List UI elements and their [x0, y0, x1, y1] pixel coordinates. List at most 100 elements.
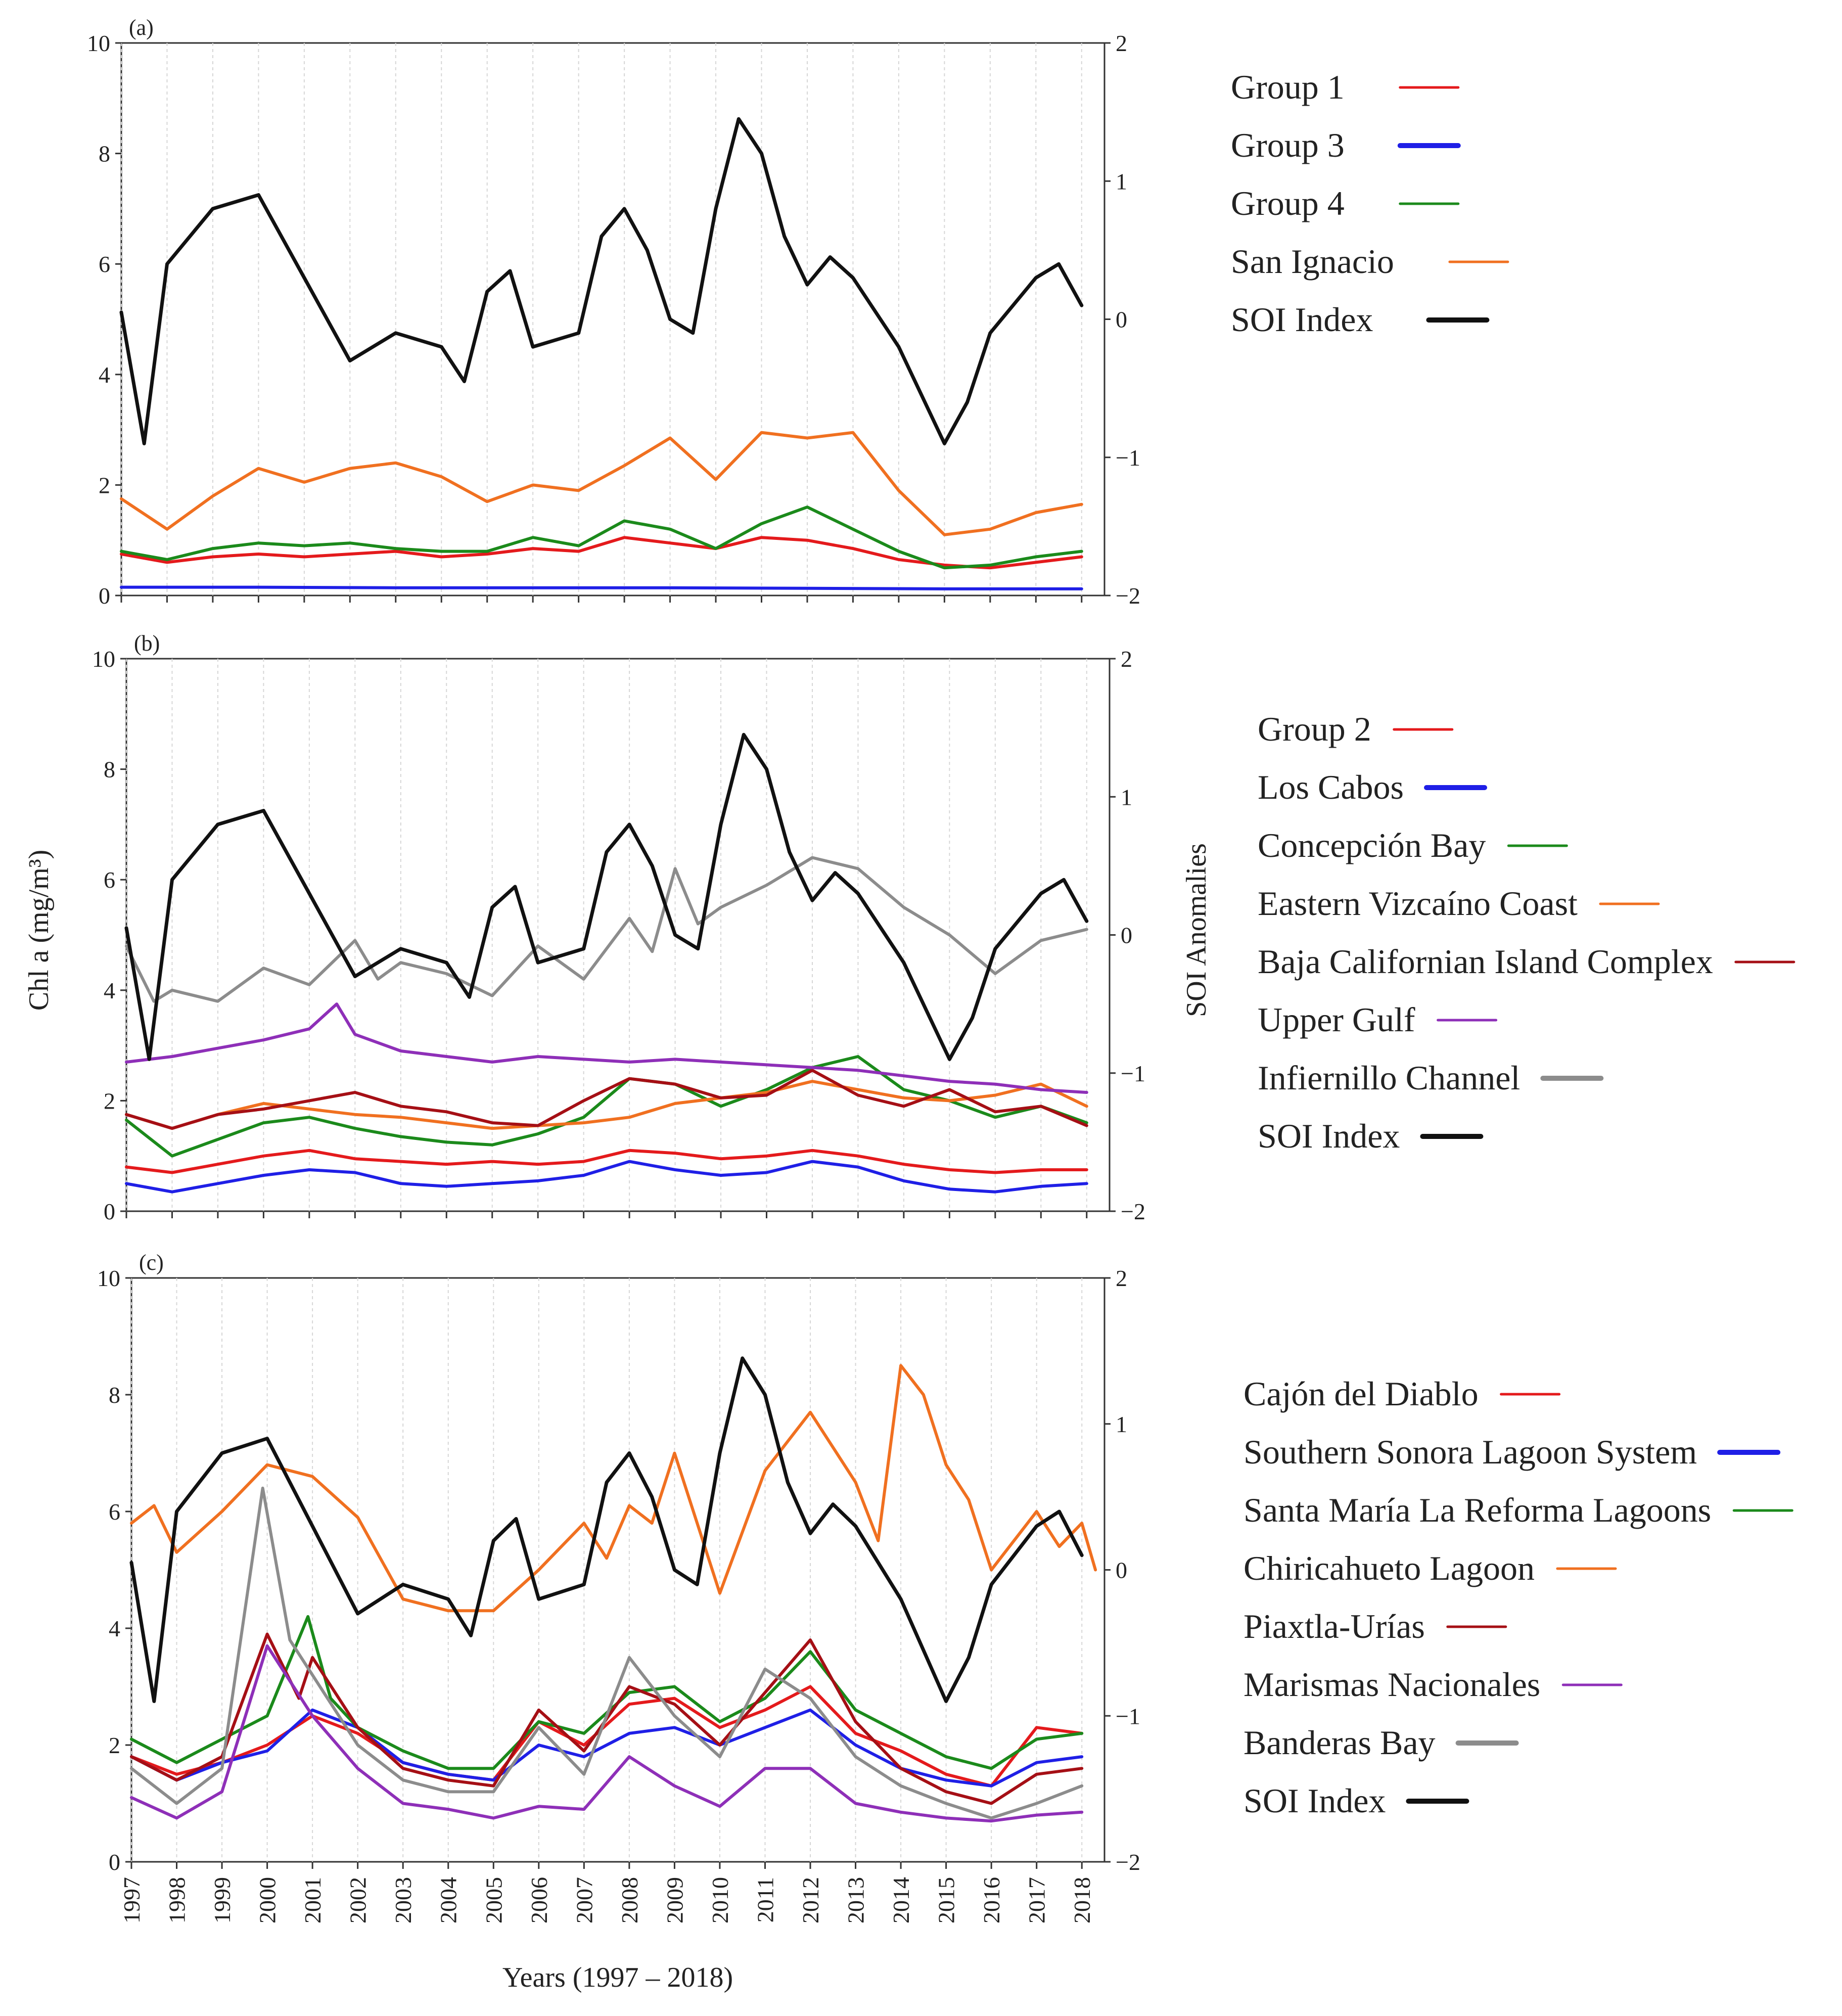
x-tick-label: 2011 — [752, 1877, 778, 1922]
panel-b: 0 2 4 6 8 10 −2 −1 0 1 2 (b) Group 2 Los Cabos Concepc… — [92, 631, 1795, 1224]
x-tick-label: 2017 — [1024, 1877, 1050, 1923]
panel-label: (b) — [134, 631, 160, 656]
right-tick-label: 1 — [1116, 168, 1127, 194]
legend-label-group-4: Group 4 — [1231, 184, 1345, 222]
legend-label-los-cabos: Los Cabos — [1258, 768, 1404, 806]
x-tick-label: 2001 — [300, 1877, 326, 1923]
x-tick-label: 1999 — [209, 1877, 235, 1923]
left-tick-label: 2 — [104, 1088, 115, 1114]
legend-label-soi-index: SOI Index — [1231, 300, 1373, 339]
left-tick-label: 10 — [92, 646, 115, 672]
legend-label-upper-gulf: Upper Gulf — [1258, 1000, 1415, 1039]
left-tick-label: 2 — [99, 472, 110, 498]
series-line-upper-gulf — [125, 1002, 1088, 1094]
left-tick-label: 0 — [104, 1199, 115, 1224]
panel-c: 0 2 4 6 8 10 −2 −1 0 1 2 (c) Cajón del Diablo Souther… — [97, 1250, 1793, 1923]
legend: Group 2 Los Cabos Concepción Bay Eastern Vi… — [1258, 710, 1795, 1155]
left-tick-label: 6 — [99, 251, 110, 277]
left-tick-label: 6 — [109, 1499, 120, 1525]
right-tick-label: −2 — [1121, 1199, 1145, 1224]
right-tick-label: −1 — [1121, 1061, 1145, 1086]
legend-label-infiernillo-channel: Infiernillo Channel — [1258, 1059, 1520, 1097]
left-tick-label: 8 — [104, 757, 115, 783]
x-tick-label: 2010 — [707, 1877, 733, 1923]
right-tick-label: −1 — [1116, 1703, 1140, 1729]
x-tick-label: 2008 — [617, 1877, 642, 1923]
x-tick-label: 2015 — [934, 1877, 959, 1923]
x-tick-label: 2003 — [390, 1877, 416, 1923]
right-tick-label: 2 — [1116, 30, 1127, 56]
left-tick-label: 10 — [87, 30, 110, 56]
legend-label-southern-sonora-lagoon-system: Southern Sonora Lagoon System — [1244, 1433, 1697, 1471]
series-line-group-4 — [120, 506, 1083, 570]
legend-label-baja-californian-island-complex: Baja Californian Island Complex — [1258, 942, 1713, 981]
series-line-group-1 — [120, 536, 1083, 570]
series-line-banderas-bay — [130, 1486, 1084, 1820]
legend: Group 1 Group 3 Group 4 San Ignacio SOI Inde… — [1231, 68, 1509, 339]
panel-label: (c) — [139, 1250, 164, 1275]
y-axis-title-left: Chl a (mg/m³) — [23, 850, 55, 1011]
legend-label-group-2: Group 2 — [1258, 710, 1371, 748]
x-tick-label: 2007 — [571, 1877, 597, 1923]
right-tick-label: 2 — [1121, 646, 1132, 672]
series-line-san-ignacio — [120, 431, 1083, 536]
x-tick-label: 2013 — [843, 1877, 869, 1923]
right-tick-label: −2 — [1116, 1849, 1140, 1875]
y-axis-title-right: SOI Anomalies — [1181, 843, 1212, 1017]
legend-label-concepcion-bay: Concepción Bay — [1258, 826, 1486, 864]
series-line-chiricahueto-lagoon — [130, 1364, 1097, 1613]
right-tick-label: 1 — [1121, 784, 1132, 810]
panel-label: (a) — [129, 15, 154, 40]
x-axis-title: Years (1997 – 2018) — [502, 1962, 733, 1993]
legend-label-soi-index: SOI Index — [1258, 1117, 1400, 1155]
series-line-southern-sonora-lagoon-system — [130, 1708, 1084, 1788]
series-line-soi-index — [119, 117, 1084, 445]
plot-frame — [120, 42, 1106, 597]
x-tick-label: 1997 — [119, 1877, 145, 1923]
left-tick-label: 0 — [99, 583, 110, 609]
legend-label-santa-maria-la-reforma-lagoons: Santa María La Reforma Lagoons — [1244, 1491, 1711, 1529]
x-tick-label: 2018 — [1069, 1877, 1095, 1923]
legend-label-cajon-del-diablo: Cajón del Diablo — [1244, 1374, 1479, 1413]
right-tick-label: 0 — [1116, 307, 1127, 333]
legend-label-group-1: Group 1 — [1231, 68, 1345, 106]
legend-label-san-ignacio: San Ignacio — [1231, 242, 1394, 281]
right-tick-label: 1 — [1116, 1411, 1127, 1437]
x-tick-label: 2014 — [888, 1877, 914, 1923]
x-tick-label: 2004 — [436, 1877, 462, 1923]
x-tick-label: 2016 — [979, 1877, 1004, 1923]
series-line-infiernillo-channel — [125, 856, 1088, 1003]
legend-label-group-3: Group 3 — [1231, 126, 1345, 164]
legend: Cajón del Diablo Southern Sonora Lagoon S… — [1244, 1374, 1793, 1820]
x-tick-label: 1998 — [164, 1877, 190, 1923]
x-tick-label: 2000 — [255, 1877, 281, 1923]
left-tick-label: 0 — [109, 1849, 120, 1875]
series-line-soi-index — [129, 1356, 1084, 1703]
left-tick-label: 8 — [99, 141, 110, 167]
series-line-group-3 — [120, 585, 1083, 590]
panel-a: 0 2 4 6 8 10 −2 −1 0 1 2 (a) Group 1 Group 3 Group 4 Sa… — [87, 15, 1509, 609]
legend-label-banderas-bay: Banderas Bay — [1244, 1723, 1436, 1762]
x-tick-label: 2012 — [798, 1877, 823, 1923]
plot-frame — [130, 1277, 1106, 1863]
x-tick-label: 2009 — [662, 1877, 687, 1923]
legend-label-piaxtla-urias: Piaxtla-Urías — [1244, 1607, 1425, 1645]
x-tick-label: 2002 — [345, 1877, 371, 1923]
right-tick-label: −2 — [1116, 583, 1140, 609]
left-tick-label: 10 — [97, 1265, 120, 1291]
left-tick-label: 4 — [99, 362, 110, 388]
right-tick-label: −1 — [1116, 445, 1140, 471]
x-tick-label: 2006 — [526, 1877, 552, 1923]
left-tick-label: 6 — [104, 867, 115, 893]
series-line-soi-index — [124, 732, 1089, 1061]
series-line-marismas-nacionales — [130, 1644, 1084, 1823]
legend-label-marismas-nacionales: Marismas Nacionales — [1244, 1665, 1540, 1704]
legend-label-chiricahueto-lagoon: Chiricahueto Lagoon — [1244, 1549, 1535, 1587]
series-line-concepcion-bay — [125, 1055, 1088, 1158]
legend-label-eastern-vizcaino-coast: Eastern Vizcaíno Coast — [1258, 884, 1578, 923]
left-tick-label: 8 — [109, 1382, 120, 1408]
legend-label-soi-index: SOI Index — [1244, 1781, 1386, 1820]
right-tick-label: 0 — [1116, 1557, 1127, 1583]
left-tick-label: 2 — [109, 1732, 120, 1758]
